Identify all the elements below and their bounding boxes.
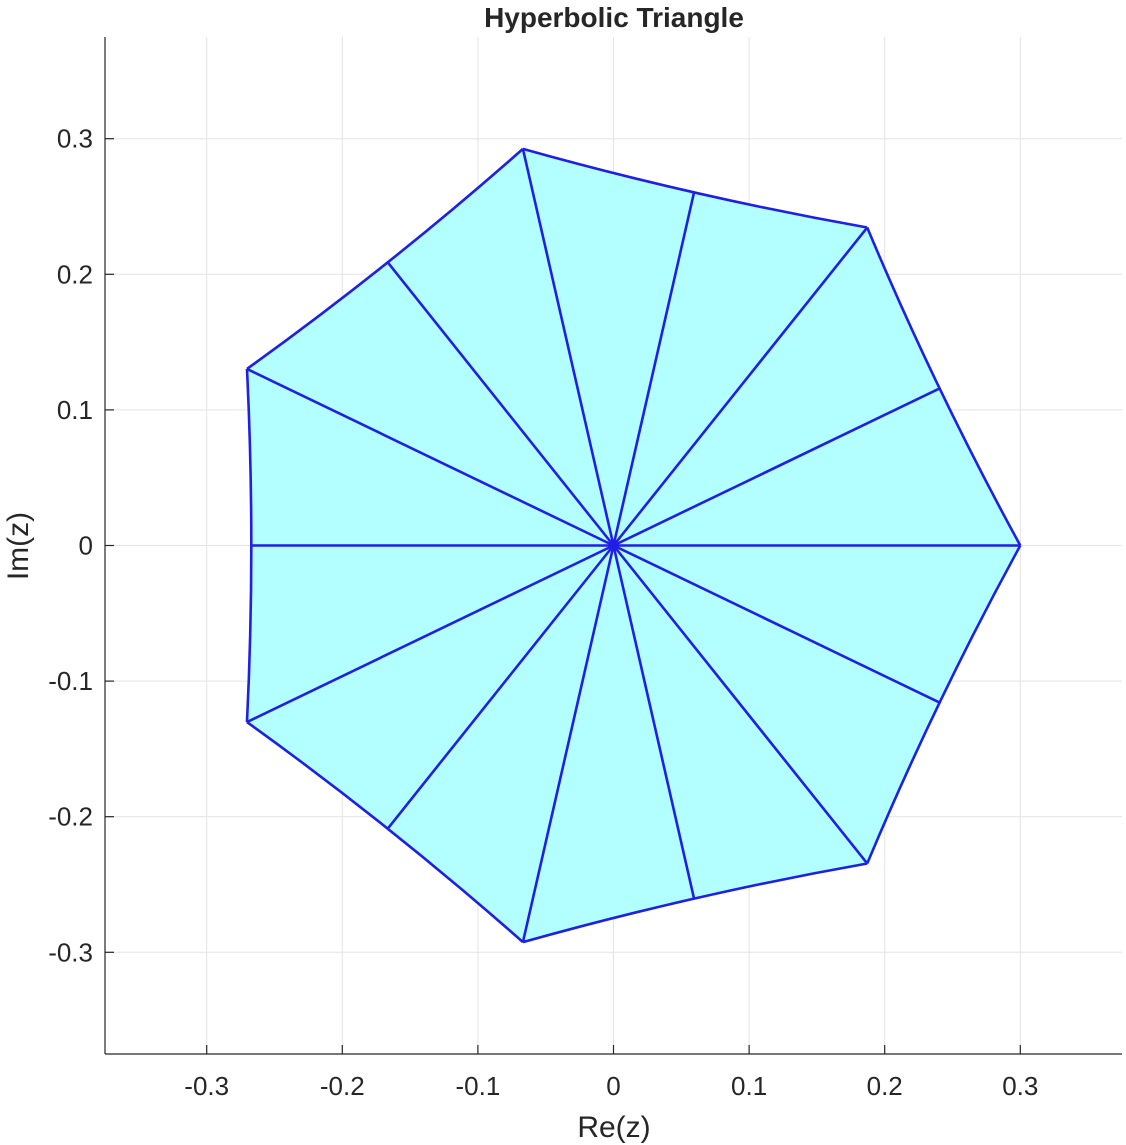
spoke-to-midpoint-4 xyxy=(386,544,615,830)
boundary-edge-3 xyxy=(245,368,253,723)
y-tick-label-2: -0.1 xyxy=(48,666,93,696)
x-tick-label-3: 0 xyxy=(606,1071,620,1101)
boundary-edge-6 xyxy=(866,544,1022,864)
spoke-to-midpoint-1 xyxy=(612,192,696,546)
x-tick-label-5: 0.2 xyxy=(867,1071,903,1101)
spoke-to-midpoint-0 xyxy=(612,387,941,547)
spoke-to-vertex-3 xyxy=(246,367,615,547)
y-axis-label: Im(z) xyxy=(2,512,35,580)
boundary-edge-5 xyxy=(522,862,868,944)
chart-title: Hyperbolic Triangle xyxy=(484,2,744,33)
y-tick-label-5: 0.2 xyxy=(57,259,93,289)
spoke-to-midpoint-2 xyxy=(386,261,615,547)
boundary-edge-4 xyxy=(246,720,524,944)
x-tick-label-4: 0.1 xyxy=(731,1071,767,1101)
spoke-to-vertex-6 xyxy=(612,544,869,865)
ticks: -0.3 -0.2 -0.1 0 0.1 0.2 0.3 -0.3 -0.2 -0.1 0 0.1 0.… xyxy=(48,124,1038,1101)
x-tick-label-2: -0.1 xyxy=(455,1071,500,1101)
spoke-to-vertex-1 xyxy=(612,226,869,547)
boundary-edge-2 xyxy=(246,147,524,371)
x-axis-label: Re(z) xyxy=(577,1111,650,1144)
y-tick-label-4: 0.1 xyxy=(57,395,93,425)
x-tick-label-6: 0.3 xyxy=(1002,1071,1038,1101)
y-tick-label-0: -0.3 xyxy=(48,937,93,967)
polygon-edges xyxy=(245,147,1022,944)
boundary-edge-0 xyxy=(866,227,1022,547)
y-tick-label-1: -0.2 xyxy=(48,802,93,832)
y-tick-label-6: 0.3 xyxy=(57,124,93,154)
boundary-edge-1 xyxy=(522,147,868,229)
spoke-to-midpoint-6 xyxy=(612,544,941,704)
spoke-to-midpoint-5 xyxy=(612,545,696,899)
spoke-to-vertex-2 xyxy=(521,148,615,546)
spoke-to-vertex-5 xyxy=(521,545,615,943)
spoke-to-vertex-4 xyxy=(246,544,615,724)
x-tick-label-1: -0.2 xyxy=(320,1071,365,1101)
y-tick-label-3: 0 xyxy=(79,531,93,561)
x-tick-label-0: -0.3 xyxy=(184,1071,229,1101)
